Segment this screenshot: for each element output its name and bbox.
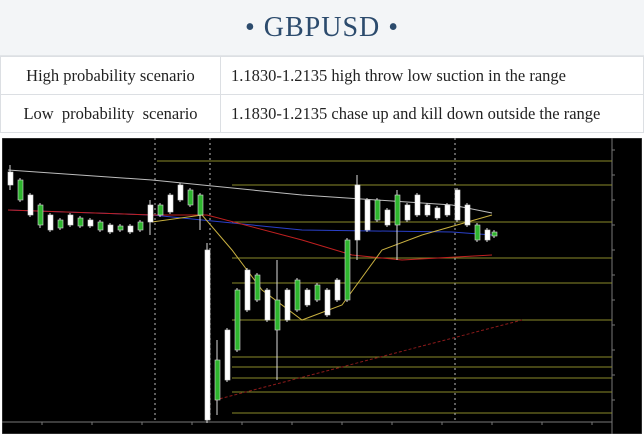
moving-averages [7, 169, 523, 401]
table-cell: High probability scenario [0, 56, 221, 95]
chart-background [2, 138, 642, 434]
price-chart-image [2, 138, 642, 434]
title: • GBPUSD • [244, 11, 400, 43]
table-cell: Low probability scenario [0, 94, 221, 133]
table-cell: 1.1830-1.2135 high throw low suction in … [220, 56, 644, 95]
table-cell: 1.1830-1.2135 chase up and kill down out… [220, 94, 644, 133]
level-lines [157, 160, 612, 414]
table-row: High probability scenario 1.1830-1.2135 … [0, 56, 644, 95]
axis-ticks [41, 149, 615, 425]
candle-bodies [7, 171, 498, 421]
table-row: Low probability scenario 1.1830-1.2135 c… [0, 94, 644, 133]
header: • GBPUSD • [0, 0, 644, 56]
scenario-table: High probability scenario 1.1830-1.2135 … [0, 56, 644, 133]
